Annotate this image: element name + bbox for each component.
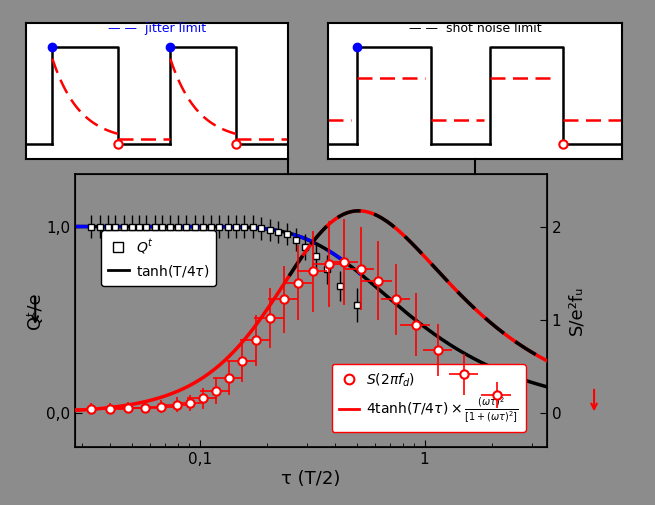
Text: — —  jitter limit: — — jitter limit xyxy=(108,22,206,35)
Y-axis label: S/e²fᵤ: S/e²fᵤ xyxy=(567,286,585,335)
Y-axis label: Qᵗ/e: Qᵗ/e xyxy=(26,292,44,329)
X-axis label: τ (T/2): τ (T/2) xyxy=(282,470,341,487)
Legend: $S(2\pi f_d)$, $4\tanh(T/4\tau)\times\frac{(\omega\tau)^2}{[1+(\omega\tau)^2]}$: $S(2\pi f_d)$, $4\tanh(T/4\tau)\times\fr… xyxy=(331,364,526,432)
Text: — —  shot noise limit: — — shot noise limit xyxy=(409,22,541,35)
